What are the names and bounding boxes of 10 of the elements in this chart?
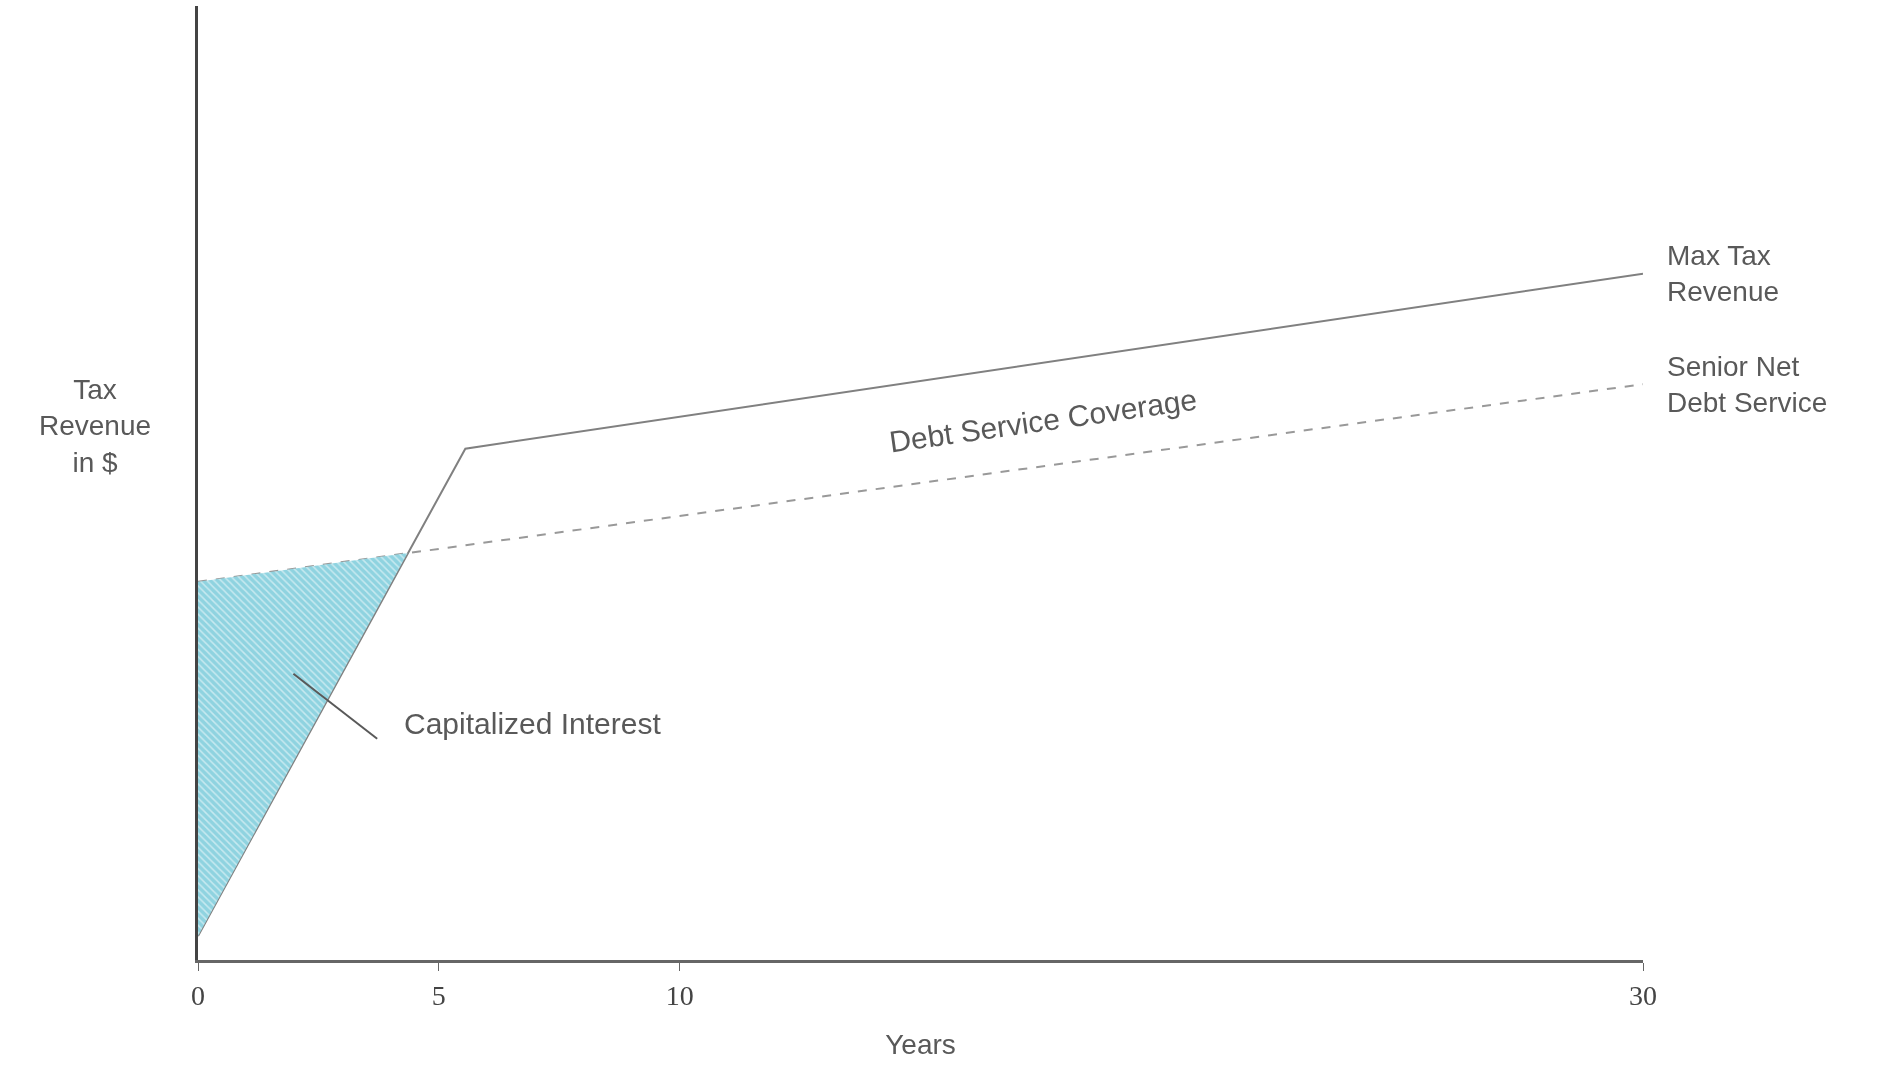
y-axis-title: Tax Revenue in $ [39, 374, 152, 478]
x-tick-label: 0 [191, 979, 205, 1011]
series-label: Senior Net Debt Service [1667, 351, 1828, 419]
x-tick-label: 5 [431, 979, 446, 1011]
x-axis-title: Years [885, 1028, 956, 1060]
x-tick-label: 10 [665, 979, 694, 1011]
x-tick-label: 30 [1629, 979, 1657, 1011]
annotation: Capitalized Interest [404, 707, 662, 740]
annotation: Debt Service Coverage [887, 382, 1199, 459]
series-label: Max Tax Revenue [1667, 240, 1780, 308]
